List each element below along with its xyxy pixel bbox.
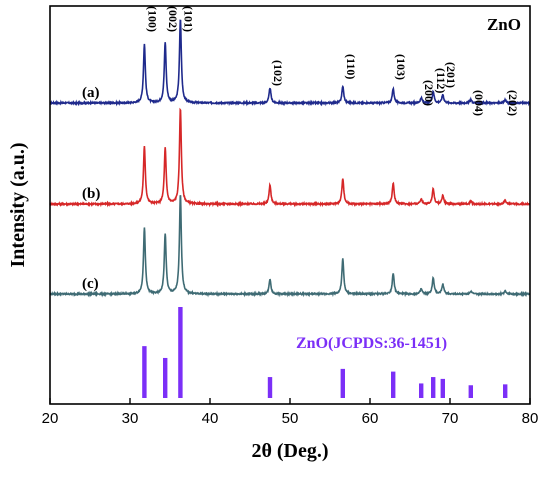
x-tick-label: 70 <box>442 410 459 427</box>
reference-bar <box>142 346 147 398</box>
reference-bar <box>267 377 273 398</box>
peak-label: (112) <box>434 68 448 93</box>
x-tick-label: 80 <box>522 410 539 427</box>
peak-label: (101) <box>181 6 195 32</box>
reference-label: ZnO(JCPDS:36-1451) <box>296 335 447 352</box>
trace-labels: (a) (b) (c) <box>82 85 100 292</box>
x-tick-label: 50 <box>282 410 299 427</box>
peak-label: (201) <box>444 62 458 88</box>
series-trace <box>49 107 531 208</box>
series-label: (c) <box>82 276 99 292</box>
reference-bars <box>142 307 508 398</box>
reference-bar <box>163 357 168 398</box>
reference-bar <box>503 384 508 398</box>
peak-label: (002) <box>166 6 180 32</box>
reference-bar <box>391 371 396 398</box>
peak-label: (110) <box>344 54 358 79</box>
xrd-traces <box>49 19 531 298</box>
reference-bar <box>340 368 345 398</box>
peak-label: (200) <box>422 80 436 106</box>
series-trace <box>49 19 531 107</box>
peak-label: (103) <box>394 54 408 80</box>
y-axis-title: Intensity (a.u.) <box>7 142 29 267</box>
corner-label: ZnO <box>487 15 521 34</box>
x-tick-label: 60 <box>362 410 379 427</box>
peak-labels: (100) (002) (101) (102) (110) (103) (200)(112)… <box>145 6 520 116</box>
x-axis-title: 2θ (Deg.) <box>251 440 328 462</box>
peak-label: (004) <box>472 90 486 116</box>
x-tick-label: 20 <box>42 410 59 427</box>
peak-label: (100) <box>145 6 159 32</box>
reference-bar <box>431 377 436 398</box>
peak-label: (102) <box>271 60 285 86</box>
reference-bar <box>440 378 445 398</box>
series-trace <box>49 194 531 298</box>
reference-bar <box>178 307 183 398</box>
reference-bar <box>419 383 424 398</box>
x-tick-label: 40 <box>202 410 219 427</box>
x-axis-ticks: 20 30 40 50 60 70 80 <box>42 398 539 427</box>
x-tick-label: 30 <box>122 410 139 427</box>
reference-bar <box>468 385 473 398</box>
series-label: (a) <box>82 85 100 101</box>
series-label: (b) <box>82 186 100 202</box>
peak-label: (202) <box>506 90 520 116</box>
